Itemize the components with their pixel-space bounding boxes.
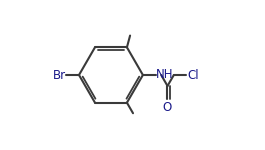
Text: Br: Br: [53, 69, 66, 81]
Text: O: O: [163, 101, 172, 114]
Text: Cl: Cl: [187, 69, 199, 81]
Text: NH: NH: [156, 68, 174, 81]
